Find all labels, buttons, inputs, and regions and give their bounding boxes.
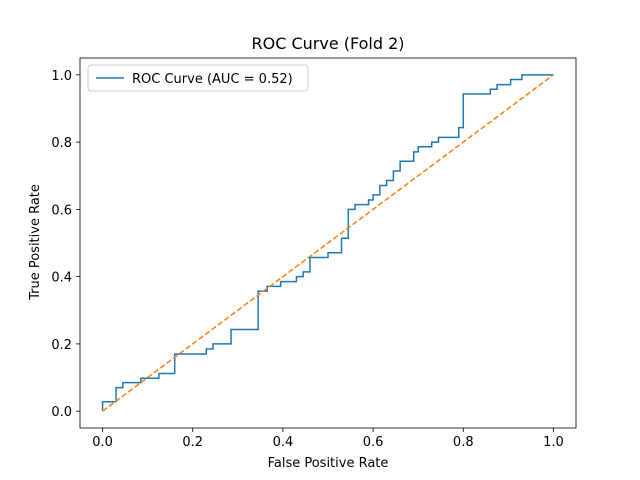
x-axis-title: False Positive Rate [268,456,389,471]
x-tick-label: 0.6 [363,435,384,450]
x-tick-label: 0.8 [453,435,474,450]
roc-curve-line [101,74,554,412]
x-tick-label: 0.2 [182,435,203,450]
x-tick-label: 0.4 [273,435,294,450]
chance-diagonal-line [102,74,554,412]
y-tick-label: 0.4 [51,271,72,286]
y-tick-label: 0.2 [51,338,72,353]
plot-frame [79,57,577,429]
legend-label: ROC Curve (AUC = 0.52) [132,72,293,87]
x-tick-label: 0.0 [92,435,113,450]
y-tick-label: 0.8 [51,136,72,151]
y-tick-label: 0.6 [51,203,72,218]
x-tick-label: 1.0 [543,435,564,450]
y-axis-title: True Positive Rate [28,184,43,301]
plot-area: 0.0 0.2 0.4 0.6 0.8 1.0 0.0 0.2 0.4 0.6 0.8 1.0 [51,57,577,450]
y-tick-label: 1.0 [51,69,72,84]
y-tick-label: 0.0 [51,405,72,420]
chart-title: ROC Curve (Fold 2) [251,34,404,53]
legend: ROC Curve (AUC = 0.52) [87,64,309,92]
legend-box [87,64,309,92]
